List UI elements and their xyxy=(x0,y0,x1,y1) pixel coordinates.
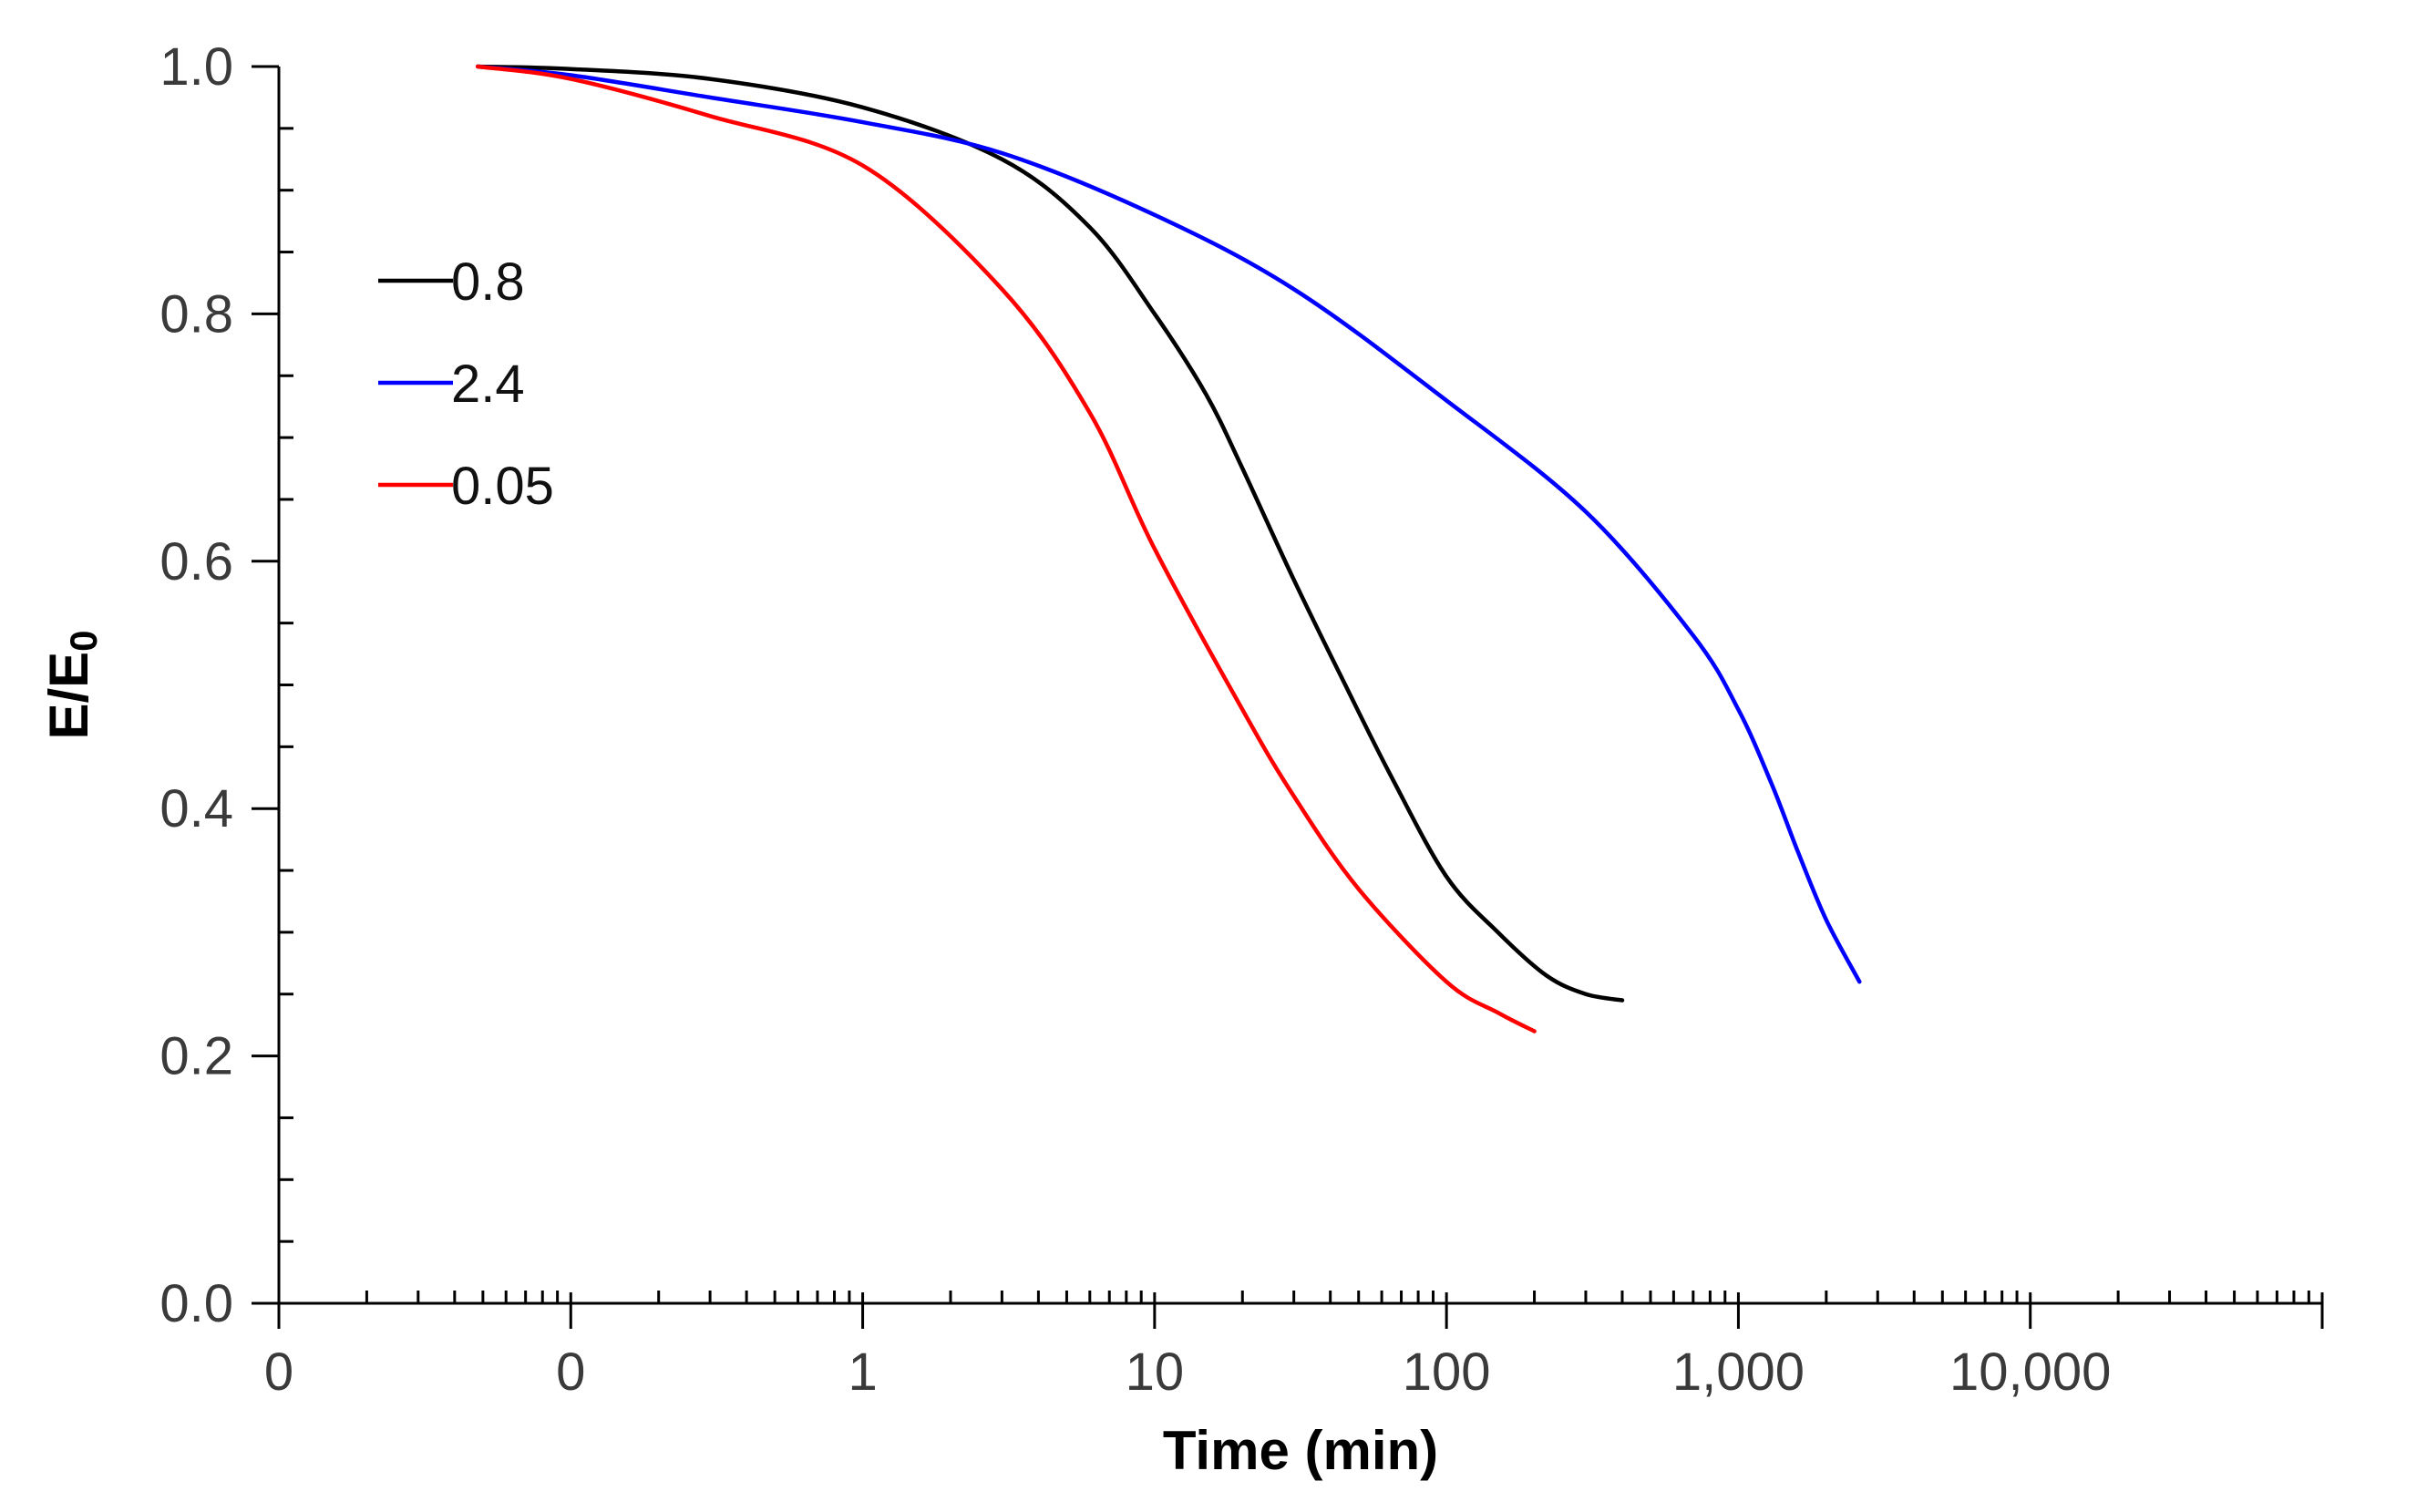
x-axis-ticks: 0 0 1 10 100 1,000 10,000 xyxy=(264,1291,2324,1402)
legend: 0.8 2.4 0.05 xyxy=(378,252,554,516)
x-tick-label: 1 xyxy=(848,1342,877,1402)
y-axis-title-group: E/E0 xyxy=(38,630,105,739)
x-tick-label: 10 xyxy=(1126,1342,1185,1402)
series-line-0-05 xyxy=(475,64,1537,1034)
x-tick-label: 10,000 xyxy=(1949,1342,2111,1402)
y-axis-title-main: E/E xyxy=(38,652,99,740)
x-tick-label: 1,000 xyxy=(1672,1342,1805,1402)
x-tick-label: 0 xyxy=(264,1342,293,1402)
series-lines xyxy=(475,64,1862,1034)
legend-label: 2.4 xyxy=(451,355,525,414)
y-tick-label: 0.2 xyxy=(159,1027,233,1086)
y-tick-label: 0.8 xyxy=(159,284,233,344)
x-tick-label: 100 xyxy=(1403,1342,1491,1402)
series-line-2-4 xyxy=(475,64,1862,984)
y-tick-label: 0.0 xyxy=(159,1274,233,1333)
legend-label: 0.05 xyxy=(451,457,554,516)
series-line-0-8 xyxy=(475,64,1625,1003)
x-axis-title: Time (min) xyxy=(1163,1420,1438,1481)
y-axis-ticks: 0.0 0.2 0.4 0.6 0.8 1.0 xyxy=(159,37,293,1333)
y-tick-label: 0.6 xyxy=(159,532,233,591)
y-axis-title-subscript: 0 xyxy=(62,630,105,651)
y-tick-label: 0.4 xyxy=(159,779,233,838)
y-tick-label: 1.0 xyxy=(159,37,233,97)
legend-label: 0.8 xyxy=(451,252,525,312)
y-axis-title: E/E0 xyxy=(38,630,105,739)
x-tick-label: 0 xyxy=(556,1342,585,1402)
